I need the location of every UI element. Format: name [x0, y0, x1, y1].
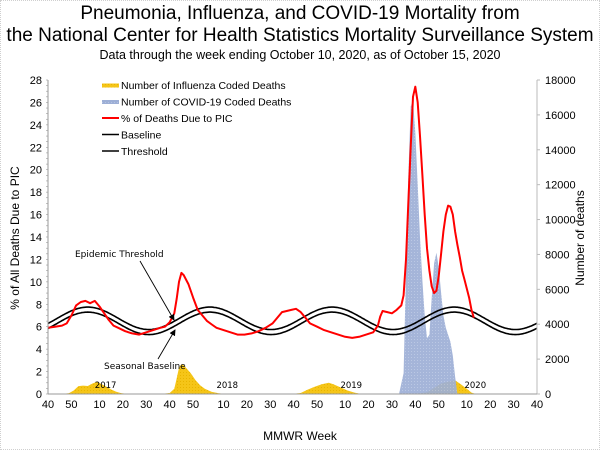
legend-label: Threshold — [121, 146, 168, 158]
left-axis-tick-label: 8 — [36, 299, 42, 311]
x-axis-tick-label: 40 — [531, 399, 543, 411]
x-axis-tick-label: 30 — [507, 399, 519, 411]
x-axis-tick-label: 50 — [65, 399, 77, 411]
right-axis-tick-label: 10000 — [545, 215, 576, 227]
x-axis-tick-label: 50 — [311, 399, 323, 411]
x-axis-title: MMWR Week — [263, 429, 338, 443]
line-layer — [47, 85, 538, 339]
covid-deaths-area — [398, 100, 458, 395]
legend-label: Number of Influenza Coded Deaths — [121, 80, 286, 92]
legend-swatch-influenza — [102, 83, 119, 88]
epidemic-threshold-annotation: Epidemic Threshold — [75, 250, 164, 260]
right-axis-tick-label: 2000 — [545, 354, 569, 366]
x-axis-tick-label: 40 — [409, 399, 421, 411]
x-axis-tick-label: 20 — [362, 399, 374, 411]
baseline-line — [47, 311, 538, 336]
threshold-line — [47, 306, 538, 331]
season-label: 2020 — [464, 381, 486, 391]
legend-swatch-covid — [102, 100, 119, 104]
left-axis-tick-label: 24 — [30, 120, 42, 132]
x-axis-tick-label: 50 — [433, 399, 445, 411]
chart-subtitle: Data through the week ending October 10,… — [99, 48, 501, 62]
x-axis-tick-label: 10 — [93, 399, 105, 411]
left-axis-tick-label: 26 — [30, 97, 42, 109]
legend-label: % of Deaths Due to PIC — [121, 113, 233, 125]
left-axis-tick-label: 14 — [30, 232, 42, 244]
left-axis-tick-label: 22 — [30, 142, 42, 154]
right-axis-tick-label: 6000 — [545, 284, 569, 296]
left-axis-tick-label: 10 — [30, 277, 42, 289]
right-axis-tick-label: 16000 — [545, 110, 576, 122]
right-axis-tick-label: 18000 — [545, 75, 576, 87]
left-axis-tick-label: 4 — [36, 344, 42, 356]
seasonal-baseline-arrow — [157, 329, 176, 360]
text-layer: 0246810121416182022242628020004000600080… — [8, 75, 587, 443]
left-axis-tick-label: 28 — [30, 75, 42, 87]
x-axis-tick-label: 30 — [386, 399, 398, 411]
seasonal-baseline-annotation: Seasonal Baseline — [104, 362, 186, 372]
left-axis-tick-label: 20 — [30, 165, 42, 177]
left-axis-tick-label: 6 — [36, 322, 42, 334]
left-axis-tick-label: 12 — [30, 254, 42, 266]
legend-label: Number of COVID-19 Coded Deaths — [121, 97, 291, 109]
chart-title-line2: the National Center for Health Statistic… — [6, 25, 594, 46]
left-axis-title: % of All Deaths Due to PIC — [8, 166, 22, 310]
x-axis-tick-label: 20 — [484, 399, 496, 411]
left-axis-tick-label: 18 — [30, 187, 42, 199]
right-axis-tick-label: 12000 — [545, 180, 576, 192]
pic-percent-line — [47, 85, 475, 339]
epidemic-threshold-arrow — [139, 260, 175, 321]
season-label: 2019 — [340, 381, 362, 391]
x-axis-tick-label: 20 — [241, 399, 253, 411]
x-axis-tick-label: 30 — [140, 399, 152, 411]
left-axis-tick-label: 0 — [36, 389, 42, 401]
axes-layer — [46, 79, 540, 395]
right-axis-title: Number of deaths — [573, 190, 587, 285]
season-label: 2017 — [95, 381, 117, 391]
chart-title: Pneumonia, Influenza, and COVID-19 Morta… — [80, 3, 520, 24]
x-axis-tick-label: 40 — [164, 399, 176, 411]
legend-label: Baseline — [121, 130, 161, 142]
right-axis-tick-label: 8000 — [545, 249, 569, 261]
x-axis-tick-label: 50 — [187, 399, 199, 411]
x-axis-tick-label: 40 — [288, 399, 300, 411]
influenza-deaths-area — [48, 364, 537, 394]
x-axis-tick-label: 40 — [42, 399, 54, 411]
x-axis-tick-label: 10 — [339, 399, 351, 411]
area-layer — [48, 100, 537, 395]
x-axis-tick-label: 20 — [117, 399, 129, 411]
season-label: 2018 — [216, 381, 238, 391]
right-axis-tick-label: 14000 — [545, 145, 576, 157]
x-axis-tick-label: 10 — [217, 399, 229, 411]
x-axis-tick-label: 30 — [264, 399, 276, 411]
left-axis-tick-label: 2 — [36, 367, 42, 379]
x-axis-tick-label: 10 — [461, 399, 473, 411]
right-axis-tick-label: 4000 — [545, 319, 569, 331]
right-axis-tick-label: 0 — [545, 389, 551, 401]
left-axis-tick-label: 16 — [30, 210, 42, 222]
